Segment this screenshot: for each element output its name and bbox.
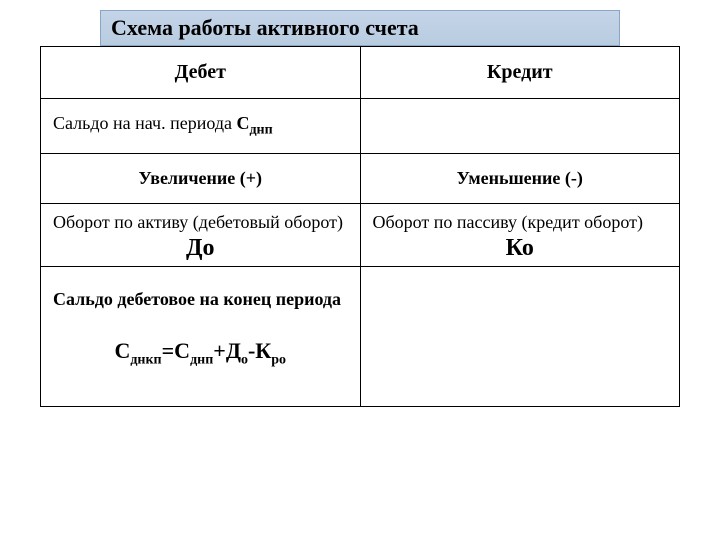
- debit-turnover-symbol: До: [53, 235, 348, 262]
- account-scheme-table: Дебет Кредит Сальдо на нач. периода Сднп…: [40, 46, 680, 407]
- f-p4: К: [255, 338, 271, 363]
- change-row: Увеличение (+) Уменьшение (-): [41, 153, 680, 203]
- page-title: Схема работы активного счета: [100, 10, 620, 46]
- turnover-row: Оборот по активу (дебетовый оборот) До О…: [41, 203, 680, 266]
- increase-cell: Увеличение (+): [41, 153, 361, 203]
- f-s1: днкп: [130, 352, 161, 367]
- debit-turnover-cell: Оборот по активу (дебетовый оборот) До: [41, 203, 361, 266]
- credit-turnover-symbol: Ко: [373, 235, 668, 262]
- saldo-start-text: Сальдо на нач. периода: [53, 113, 236, 133]
- credit-turnover-cell: Оборот по пассиву (кредит оборот) Ко: [360, 203, 680, 266]
- debit-turnover-text: Оборот по активу (дебетовый оборот): [53, 212, 343, 232]
- saldo-start-empty: [360, 99, 680, 154]
- f-p1: С: [114, 338, 130, 363]
- saldo-end-cell: Сальдо дебетовое на конец периода Сднкп=…: [41, 266, 361, 406]
- saldo-end-empty: [360, 266, 680, 406]
- f-p2: С: [174, 338, 190, 363]
- credit-turnover-text: Оборот по пассиву (кредит оборот): [373, 212, 643, 232]
- saldo-start-cell: Сальдо на нач. периода Сднп: [41, 99, 361, 154]
- f-s4: ро: [271, 352, 286, 367]
- f-s2: днп: [190, 352, 213, 367]
- saldo-start-row: Сальдо на нач. периода Сднп: [41, 99, 680, 154]
- saldo-end-formula: Сднкп=Сднп+До-Кро: [53, 338, 348, 368]
- decrease-cell: Уменьшение (-): [360, 153, 680, 203]
- f-plus: +: [213, 338, 226, 363]
- f-p3: Д: [226, 338, 241, 363]
- credit-header: Кредит: [360, 47, 680, 99]
- f-eq: =: [162, 338, 175, 363]
- f-s3: о: [241, 352, 248, 367]
- saldo-start-sub: днп: [249, 123, 272, 138]
- saldo-start-symbol: С: [236, 113, 249, 133]
- saldo-end-label: Сальдо дебетовое на конец периода: [53, 289, 348, 310]
- header-row: Дебет Кредит: [41, 47, 680, 99]
- saldo-end-row: Сальдо дебетовое на конец периода Сднкп=…: [41, 266, 680, 406]
- debit-header: Дебет: [41, 47, 361, 99]
